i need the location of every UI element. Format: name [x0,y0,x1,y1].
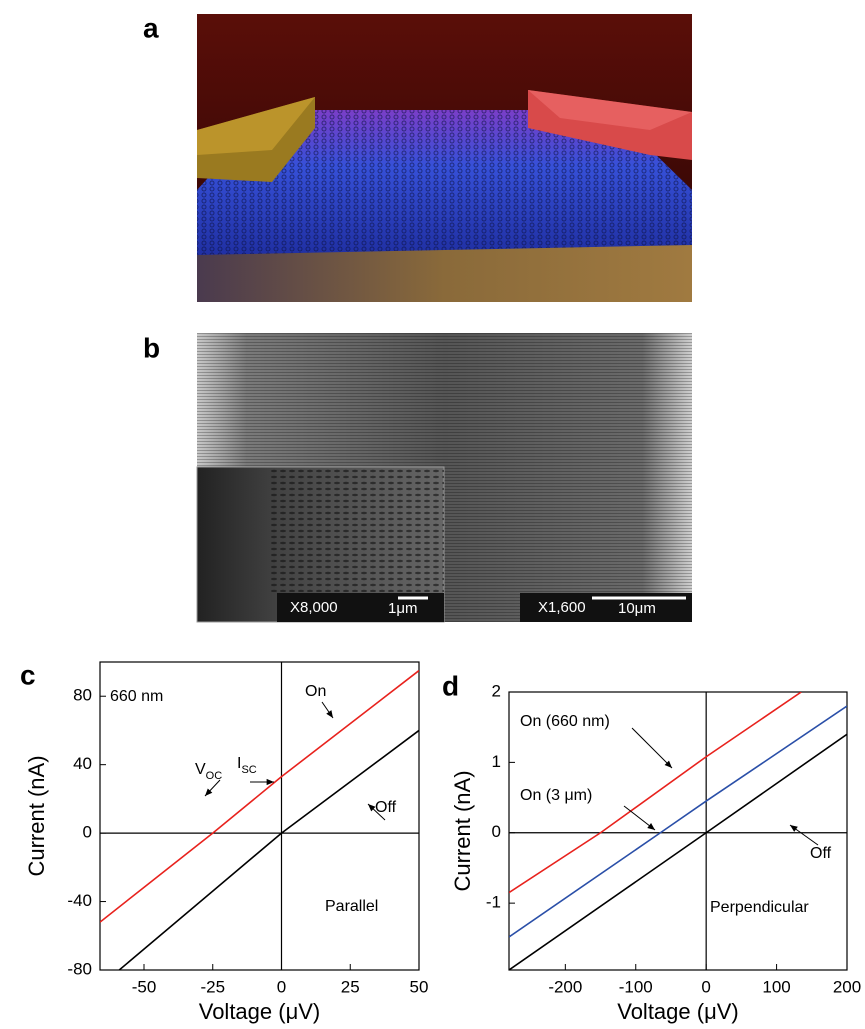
x-tick-label: 50 [410,977,429,996]
x-tick-label: 0 [701,977,710,996]
panel-label: b [143,332,160,363]
arrow-head [790,825,798,832]
arrow-line [632,728,672,768]
y-tick-label: -40 [67,891,92,910]
x-tick-label: 100 [762,977,790,996]
annotation-text: On (3 μm) [520,787,592,804]
panel-label: d [442,670,459,701]
annotation: VOC [195,761,222,782]
y-axis-label: Current (nA) [450,770,475,891]
panel-label: a [143,12,159,43]
data-line [119,730,419,970]
panel-label: c [20,659,36,690]
y-tick-label: 2 [492,681,501,700]
y-tick-label: 80 [73,686,92,705]
y-tick-label: 0 [83,823,92,842]
magnification: X8,000 [290,599,338,616]
y-tick-label: -1 [486,893,501,912]
y-tick-label: 1 [492,752,501,771]
annotation: 660 nm [110,688,163,705]
annotation-text: 660 nm [110,688,163,705]
y-tick-label: 0 [492,822,501,841]
figure: a b X8,000 1μm X1,600 10μm c -50 -25 0 25 50 -… [0,0,865,1029]
arrow-head [647,823,655,830]
x-tick-label: -200 [548,977,582,996]
data-line [100,671,419,923]
annotation-text: Perpendicular [710,899,809,916]
annotation-text: On (660 nm) [520,713,610,730]
annotation: Off [810,845,832,862]
arrow-head [326,710,333,718]
magnification: X1,600 [538,599,586,616]
scale-bar-label: 1μm [388,600,417,617]
y-tick-label: 40 [73,754,92,773]
x-axis-label: Voltage (μV) [199,999,321,1024]
scale-bar-label: 10μm [618,600,656,617]
data-line [509,734,847,970]
x-tick-label: 0 [277,977,286,996]
x-tick-label: 25 [341,977,360,996]
annotation: On [305,683,326,700]
y-tick-label: -80 [67,959,92,978]
annotation: Perpendicular [710,899,809,916]
sem-image: X8,000 1μm X1,600 10μm [197,333,692,622]
x-tick-label: -25 [200,977,225,996]
annotation-text: Parallel [325,898,378,915]
annotation-text: V [195,761,206,778]
annotation-text: Off [810,845,832,862]
annotation: ISC [237,755,257,776]
x-tick-label: -50 [132,977,157,996]
annotation: On (3 μm) [520,787,592,804]
plot-frame [509,692,847,970]
annotation-text: On [305,683,326,700]
annotation: On (660 nm) [520,713,610,730]
device-render [197,14,692,302]
x-axis-label: Voltage (μV) [617,999,739,1024]
x-tick-label: 200 [833,977,861,996]
y-axis-label: Current (nA) [24,755,49,876]
annotation-subscript: SC [241,764,256,776]
annotation: Parallel [325,898,378,915]
x-tick-label: -100 [619,977,653,996]
